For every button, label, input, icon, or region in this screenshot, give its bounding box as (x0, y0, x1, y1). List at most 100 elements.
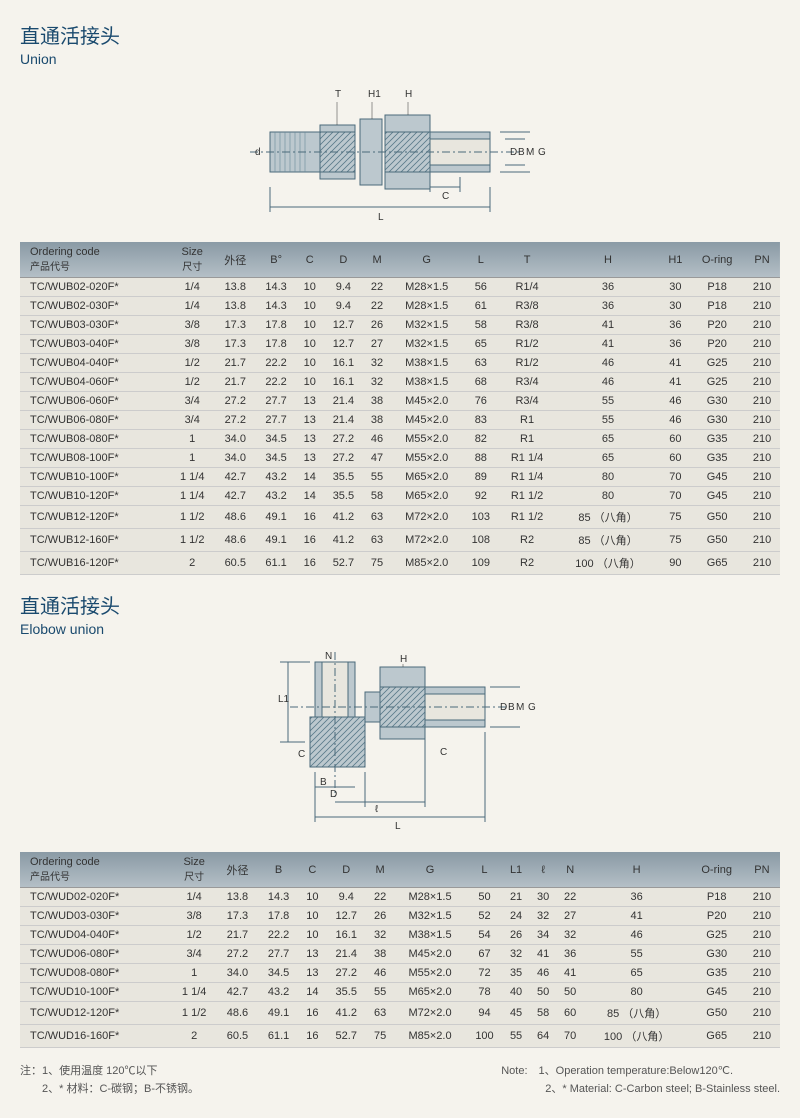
table-cell: P18 (690, 888, 744, 907)
table-cell: 17.3 (215, 335, 256, 354)
table-row: TC/WUB06-060F*3/427.227.71321.438M45×2.0… (20, 392, 780, 411)
col-header: M (364, 242, 391, 278)
col-header: L1 (503, 852, 530, 888)
table-cell: TC/WUB06-080F* (20, 411, 170, 430)
table-cell: 35.5 (323, 487, 363, 506)
table-cell: 34.5 (256, 430, 296, 449)
table-cell: 16.1 (323, 354, 363, 373)
table-cell: 36 (557, 945, 584, 964)
table-cell: 16 (296, 529, 323, 552)
table-cell: TC/WUB04-040F* (20, 354, 170, 373)
table-cell: TC/WUD12-120F* (20, 1002, 172, 1025)
svg-text:C: C (298, 749, 305, 760)
section2-title-cn: 直通活接头 (20, 590, 780, 619)
table-cell: 58 (364, 487, 391, 506)
table-cell: 12.7 (326, 907, 367, 926)
table-cell: M55×2.0 (394, 964, 467, 983)
table-cell: 17.3 (217, 907, 259, 926)
svg-text:H: H (405, 89, 412, 100)
table-cell: 32 (530, 907, 557, 926)
table-cell: 16 (296, 552, 323, 575)
svg-text:C: C (442, 191, 449, 202)
svg-text:T: T (335, 89, 341, 100)
table-cell: 21.7 (215, 373, 256, 392)
table-cell: M45×2.0 (391, 411, 463, 430)
table-cell: 52.7 (326, 1025, 367, 1048)
col-header: 外径 (215, 242, 256, 278)
table-cell: 55 (367, 983, 394, 1002)
col-header: Size尺寸 (170, 242, 215, 278)
table-cell: G45 (690, 487, 744, 506)
table-cell: 48.6 (215, 506, 256, 529)
table-row: TC/WUD16-160F*260.561.11652.775M85×2.010… (20, 1025, 780, 1048)
table-cell: R2 (499, 552, 556, 575)
table-cell: 35.5 (323, 468, 363, 487)
table-cell: 27.2 (215, 411, 256, 430)
table-cell: TC/WUD06-080F* (20, 945, 172, 964)
table-cell: 210 (744, 316, 780, 335)
table-cell: 210 (744, 888, 780, 907)
table-row: TC/WUB08-100F*134.034.51327.247M55×2.088… (20, 449, 780, 468)
table-cell: 64 (530, 1025, 557, 1048)
table-cell: 16 (299, 1025, 326, 1048)
col-header: PN (744, 852, 780, 888)
table-cell: 27 (557, 907, 584, 926)
table-cell: 36 (584, 888, 690, 907)
table-row: TC/WUB16-120F*260.561.11652.775M85×2.010… (20, 552, 780, 575)
table-cell: 54 (466, 926, 502, 945)
table-cell: 2 (172, 1025, 217, 1048)
table-cell: 60 (661, 430, 691, 449)
table-cell: 1 (172, 964, 217, 983)
table-cell: 210 (744, 506, 780, 529)
table-cell: 30 (661, 297, 691, 316)
table-cell: 1 (170, 449, 215, 468)
table-cell: 210 (744, 278, 780, 297)
table-cell: 41 (557, 964, 584, 983)
table-cell: 210 (744, 1025, 780, 1048)
col-header: O-ring (690, 242, 744, 278)
table-cell: 1/4 (170, 278, 215, 297)
table-cell: 35 (503, 964, 530, 983)
table-cell: 21.4 (326, 945, 367, 964)
table-cell: 83 (463, 411, 499, 430)
table-cell: R1 1/2 (499, 506, 556, 529)
table-cell: 13 (299, 945, 326, 964)
col-header: Ordering code产品代号 (20, 852, 172, 888)
table-cell: P20 (690, 335, 744, 354)
table-cell: TC/WUB12-160F* (20, 529, 170, 552)
table-cell: 22 (364, 297, 391, 316)
table-cell: 27.2 (215, 392, 256, 411)
svg-text:ℓ: ℓ (375, 804, 379, 815)
table-cell: 9.4 (326, 888, 367, 907)
table-cell: 46 (661, 392, 691, 411)
table-cell: 21.4 (323, 411, 363, 430)
table-cell: R1 1/4 (499, 468, 556, 487)
table-cell: G50 (690, 529, 744, 552)
table-cell: 46 (364, 430, 391, 449)
table-cell: G45 (690, 983, 744, 1002)
table-cell: G25 (690, 373, 744, 392)
table-cell: 32 (364, 354, 391, 373)
table-cell: 70 (661, 468, 691, 487)
table-cell: 9.4 (323, 278, 363, 297)
table-cell: R3/8 (499, 316, 556, 335)
svg-text:M: M (516, 702, 524, 713)
col-header: T (499, 242, 556, 278)
table-cell: TC/WUB02-020F* (20, 278, 170, 297)
table-cell: 34 (530, 926, 557, 945)
table-cell: 210 (744, 411, 780, 430)
col-header: H (555, 242, 660, 278)
table-cell: 41.2 (323, 506, 363, 529)
table-cell: 90 (661, 552, 691, 575)
table-cell: 30 (661, 278, 691, 297)
col-header: H1 (661, 242, 691, 278)
table-cell: 36 (661, 335, 691, 354)
col-header: D (326, 852, 367, 888)
svg-text:C: C (440, 747, 447, 758)
table-cell: 16.1 (326, 926, 367, 945)
table-cell: 9.4 (323, 297, 363, 316)
table-cell: 42.7 (217, 983, 259, 1002)
table-cell: M72×2.0 (391, 529, 463, 552)
section1-title-cn: 直通活接头 (20, 20, 780, 49)
table-cell: 50 (530, 983, 557, 1002)
